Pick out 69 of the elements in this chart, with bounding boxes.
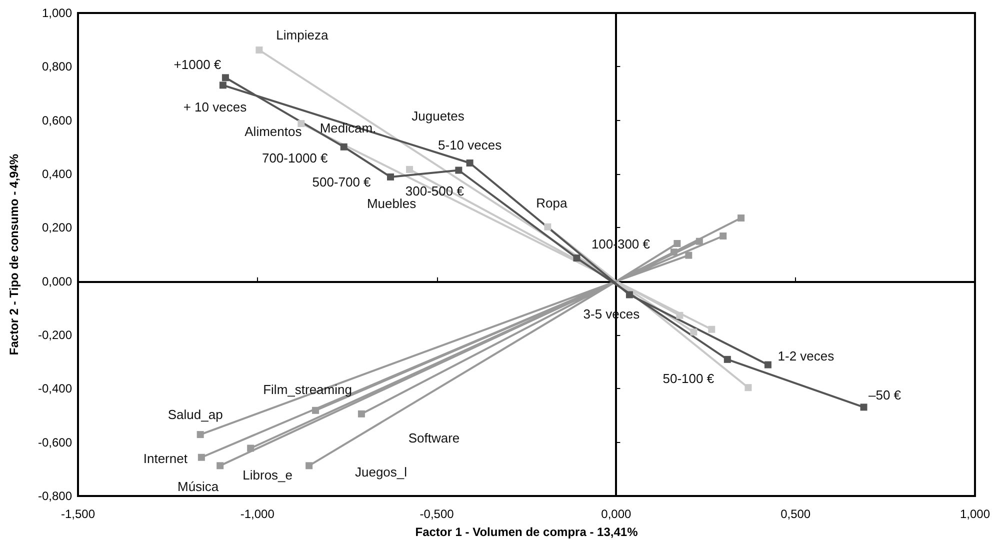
x-tick-label: -1,000 — [240, 507, 275, 521]
annotation: Film_streaming — [263, 382, 352, 397]
point — [744, 384, 752, 392]
point — [676, 312, 684, 319]
x-tick-label: -1,500 — [60, 507, 96, 521]
point — [219, 82, 226, 89]
annotation: 700-1000 € — [262, 150, 329, 166]
point — [724, 356, 731, 363]
point — [685, 252, 692, 259]
point — [222, 74, 229, 82]
point — [216, 462, 224, 470]
x-tick-label: -0,500 — [420, 507, 454, 521]
point — [387, 173, 394, 180]
annotation: 50-100 € — [662, 370, 715, 386]
annotation: + 10 veces — [183, 100, 248, 115]
point — [764, 361, 772, 368]
x-tick-label: 0,500 — [780, 507, 811, 521]
annotation: Software — [408, 430, 460, 446]
y-tick-label: 1,000 — [42, 6, 72, 20]
annotation: Juguetes — [412, 108, 465, 124]
point — [198, 454, 205, 461]
point — [626, 291, 633, 298]
annotation: Internet — [143, 450, 188, 466]
point — [690, 328, 698, 336]
point — [455, 166, 462, 174]
y-tick-label: -0,800 — [38, 489, 72, 503]
point — [696, 238, 703, 245]
point — [196, 431, 204, 438]
point — [670, 248, 678, 256]
y-tick-label: 0,000 — [42, 274, 72, 288]
point — [860, 404, 868, 411]
point — [466, 160, 474, 166]
x-tick-label: 1,000 — [960, 507, 990, 521]
annotation: Música — [177, 479, 220, 494]
annotation: Juegos_l — [354, 464, 408, 480]
x-tick-label: 0,000 — [601, 507, 632, 521]
x-axis-title: Factor 1 - Volumen de compra - 13,41% — [415, 525, 638, 539]
y-tick-label: -0,200 — [38, 328, 72, 342]
annotation: 1-2 veces — [778, 348, 835, 364]
y-tick-label: 0,600 — [42, 113, 72, 128]
annotation: Limpieza — [276, 28, 329, 43]
point — [573, 254, 580, 262]
point — [340, 143, 348, 150]
y-tick-label: 0,800 — [42, 60, 72, 74]
annotation: Libros_e — [242, 468, 293, 483]
y-axis-title: Factor 2 - Tipo de consumo - 4,94% — [7, 154, 21, 356]
annotation: Salud_ap — [168, 407, 223, 422]
annotation: 500-700 € — [312, 174, 372, 190]
point — [256, 46, 263, 54]
y-tick-label: 0,400 — [42, 167, 72, 181]
point — [406, 166, 414, 173]
point — [312, 406, 320, 414]
point — [708, 326, 716, 333]
point — [358, 410, 365, 418]
annotation: Ropa — [536, 195, 568, 210]
point — [247, 444, 254, 452]
point — [720, 232, 727, 240]
annotation: +1000 € — [174, 57, 222, 72]
y-tick-label: 0,200 — [42, 220, 72, 235]
point — [544, 223, 552, 230]
point — [674, 240, 681, 247]
annotation: –50 € — [868, 388, 902, 403]
point — [298, 120, 305, 128]
y-tick-label: -0,600 — [38, 435, 72, 450]
point — [306, 462, 313, 470]
annotation: 5-10 veces — [438, 138, 502, 152]
point — [738, 214, 745, 222]
annotation: Alimentos — [244, 124, 302, 140]
y-tick-label: -0,400 — [38, 382, 72, 396]
